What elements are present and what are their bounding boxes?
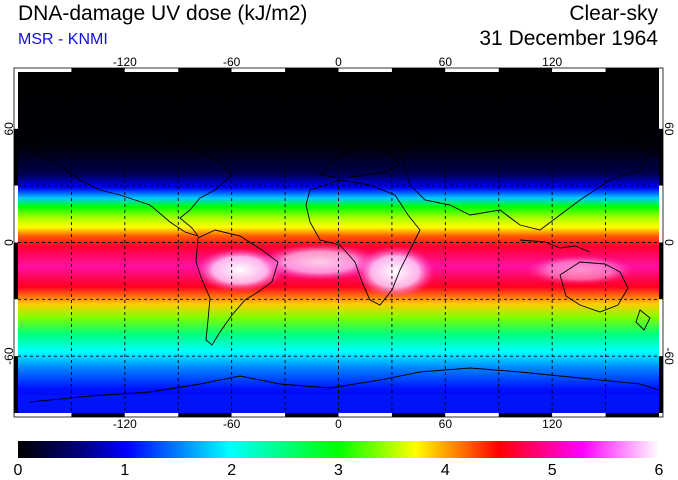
frame-segment [498, 68, 553, 72]
lat-labels-left: 60 0 -60 [2, 122, 16, 365]
lat-tick-label: -60 [662, 347, 676, 365]
lat-tick-label: -60 [2, 347, 16, 365]
colorbar-tick-label: 2 [227, 462, 236, 479]
frame-segment [552, 413, 606, 417]
colorbar-tick-label: 6 [655, 462, 664, 479]
frame-segment [605, 68, 659, 72]
frame-segment [659, 185, 663, 243]
frame-segment [124, 413, 179, 417]
date-label: 31 December 1964 [479, 27, 658, 50]
lon-tick-label: 60 [439, 417, 453, 431]
frame-segment [14, 356, 18, 413]
lon-tick-label: 0 [335, 417, 342, 431]
lon-tick-label: -120 [113, 417, 137, 431]
frame-segment [659, 128, 663, 186]
frame-segment [124, 68, 179, 72]
frame-segment [18, 68, 72, 72]
lon-tick-label: -120 [113, 55, 137, 69]
frame-segment [231, 413, 286, 417]
frame-segment [445, 413, 499, 417]
condition-label: Clear-sky [569, 2, 658, 25]
colorbar-labels: 0 1 2 3 4 5 6 [14, 462, 664, 479]
frame-segment [659, 242, 663, 300]
lon-tick-label: -60 [223, 417, 241, 431]
coastlines [29, 119, 659, 403]
coast-australia [559, 261, 629, 313]
coast-europe [319, 144, 401, 179]
frame-segment [498, 413, 553, 417]
map-frame [13, 67, 664, 418]
frame-segment [178, 68, 232, 72]
colorbar [18, 441, 659, 458]
lon-tick-label: 0 [335, 55, 342, 69]
frame-segment [14, 299, 18, 357]
lat-tick-label: 0 [662, 239, 676, 246]
lat-tick-label: 60 [662, 122, 676, 136]
coast-africa [305, 179, 421, 306]
frame-segment [659, 72, 663, 129]
colorbar-tick-label: 0 [14, 462, 23, 479]
frame-segment [178, 413, 232, 417]
coast-north-america [29, 119, 233, 237]
frame-segment [14, 185, 18, 243]
frame-segment [338, 68, 392, 72]
frame-segment [391, 413, 446, 417]
frame-segment [14, 128, 18, 186]
graticule [18, 72, 659, 413]
frame-segment [71, 68, 125, 72]
colorbar-tick-label: 3 [334, 462, 343, 479]
frame-segment [445, 68, 499, 72]
colorbar-tick-label: 4 [441, 462, 450, 479]
frame-segment [71, 413, 125, 417]
map-title: DNA-damage UV dose (kJ/m2) [18, 2, 308, 25]
frame-segment [552, 68, 606, 72]
frame-segment [659, 299, 663, 357]
coast-indonesia [519, 239, 591, 253]
lon-labels-bottom: -120 -60 0 60 120 [113, 417, 563, 431]
lon-tick-label: -60 [223, 55, 241, 69]
frame-segment [605, 413, 659, 417]
colorbar-tick-label: 1 [120, 462, 129, 479]
frame-segment [659, 356, 663, 413]
frame-segment [285, 413, 339, 417]
lon-tick-label: 60 [439, 55, 453, 69]
lat-tick-label: 60 [2, 122, 16, 136]
frame-segment [285, 68, 339, 72]
lon-tick-label: 120 [542, 417, 562, 431]
coast-antarctica [29, 367, 659, 403]
frame-segment [14, 72, 18, 129]
source-label: MSR - KNMI [18, 31, 108, 48]
colorbar-tick-label: 5 [548, 462, 557, 479]
frame-segment [391, 68, 446, 72]
lat-tick-label: 0 [2, 239, 16, 246]
frame-segment [14, 242, 18, 300]
frame-border [13, 67, 664, 418]
frame-segment [231, 68, 286, 72]
lat-labels-right: 60 0 -60 [662, 122, 676, 365]
frame-segment [338, 413, 392, 417]
lon-labels-top: -120 -60 0 60 120 [113, 55, 563, 69]
lon-tick-label: 120 [542, 55, 562, 69]
coast-new-zealand [635, 309, 651, 331]
frame-segment [18, 413, 72, 417]
